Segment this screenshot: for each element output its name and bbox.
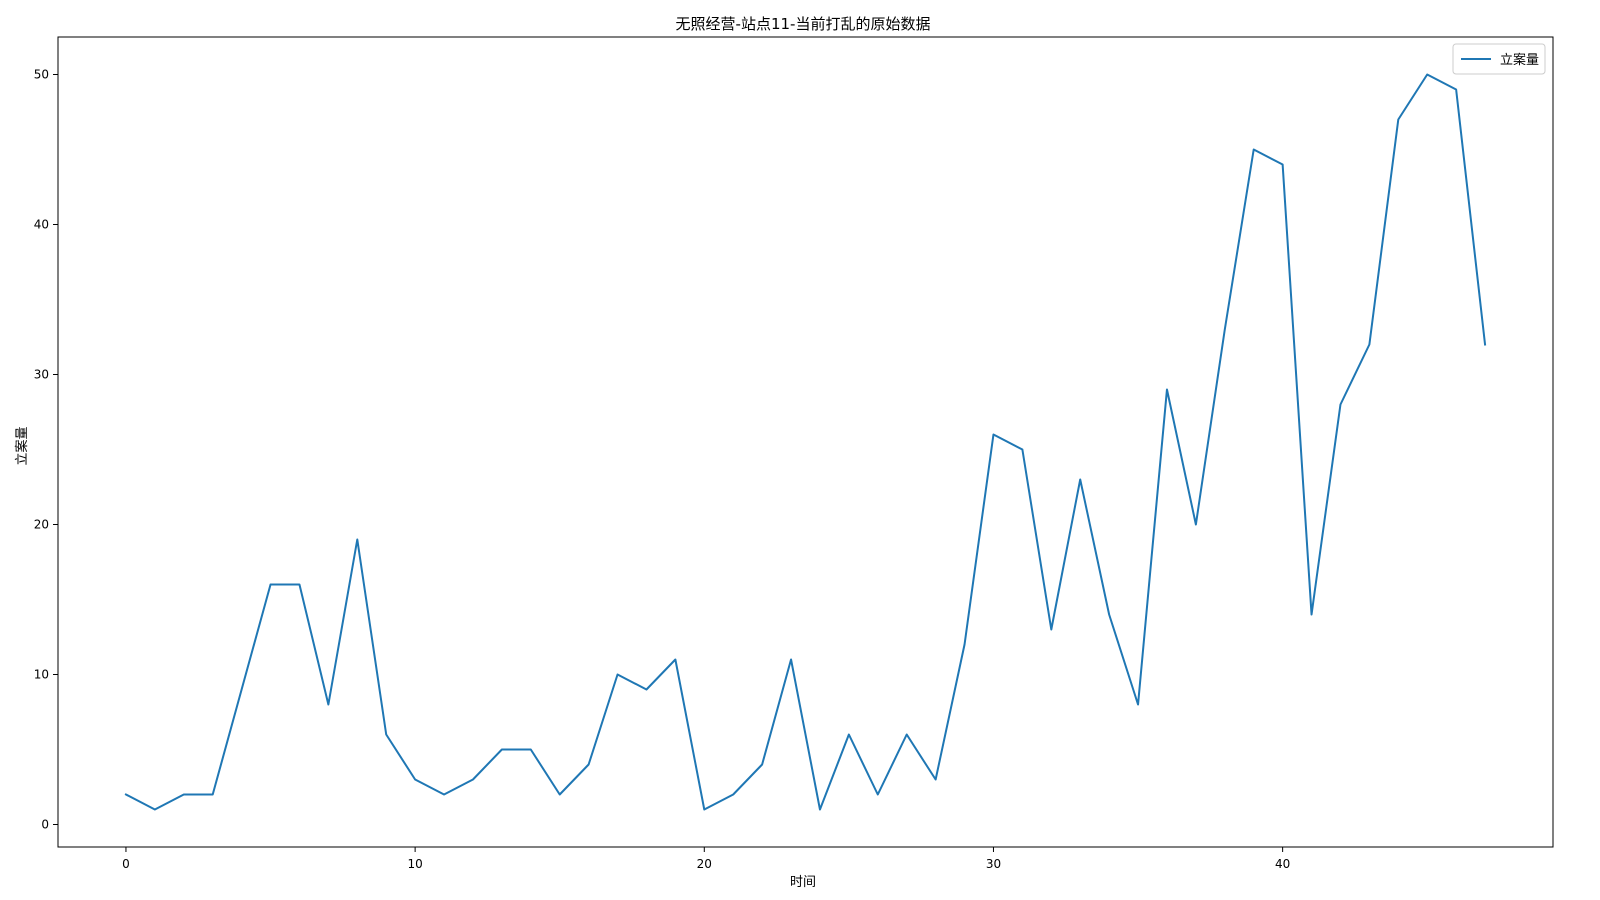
y-tick-label: 40 [34,218,49,232]
series-line-0 [124,73,1487,811]
plot-area: 0 10 20 30 40 0 10 20 30 40 50 [34,36,1554,871]
y-tick-label: 50 [34,68,49,82]
x-axis-label: 时间 [790,875,816,890]
legend-entry: 立案量 [1500,53,1539,68]
y-tick-label: 10 [34,668,49,682]
chart-title: 无照经营-站点11-当前打乱的原始数据 [676,15,931,33]
y-tick-label: 20 [34,518,49,532]
y-tick-label: 30 [34,368,49,382]
x-tick-label: 40 [1275,857,1290,871]
legend-box [1452,43,1546,75]
legend: 立案量 [1452,43,1546,75]
x-tick-label: 0 [122,857,130,871]
x-tick-label: 20 [697,857,712,871]
x-tick-label: 30 [986,857,1001,871]
axes-frame [57,36,1554,848]
x-tick-label: 10 [407,857,422,871]
y-tick-label: 0 [41,818,49,832]
y-axis-label: 立案量 [15,426,30,465]
